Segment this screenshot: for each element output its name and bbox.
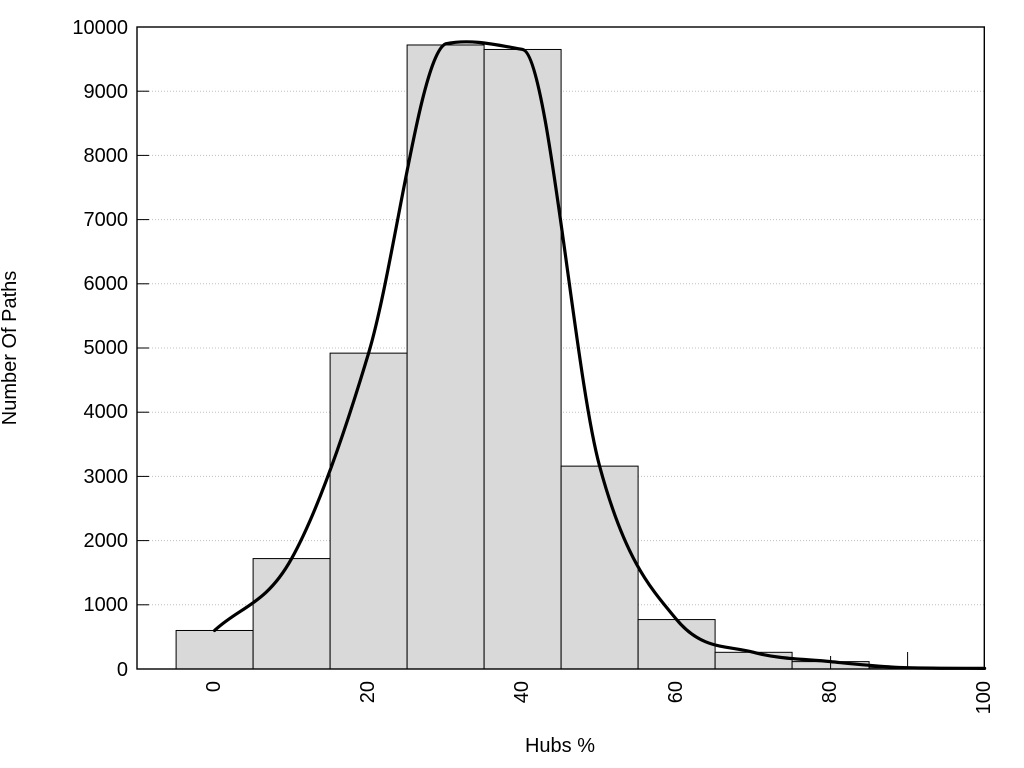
svg-text:7000: 7000 [84,209,129,231]
svg-text:4000: 4000 [84,401,129,423]
svg-text:60: 60 [665,681,687,703]
svg-text:20: 20 [357,681,379,703]
svg-text:Number Of Paths: Number Of Paths [0,271,21,426]
svg-text:0: 0 [203,681,225,692]
svg-text:5000: 5000 [84,337,129,359]
svg-text:3000: 3000 [84,466,129,488]
svg-text:0: 0 [117,659,128,681]
svg-text:80: 80 [819,681,841,703]
svg-text:40: 40 [511,681,533,703]
svg-text:6000: 6000 [84,273,129,295]
svg-text:9000: 9000 [84,81,129,103]
svg-text:10000: 10000 [72,17,128,39]
svg-text:8000: 8000 [84,145,129,167]
svg-text:1000: 1000 [84,594,129,616]
svg-text:Hubs %: Hubs % [525,735,595,757]
svg-text:2000: 2000 [84,530,129,552]
svg-text:100: 100 [973,681,995,714]
